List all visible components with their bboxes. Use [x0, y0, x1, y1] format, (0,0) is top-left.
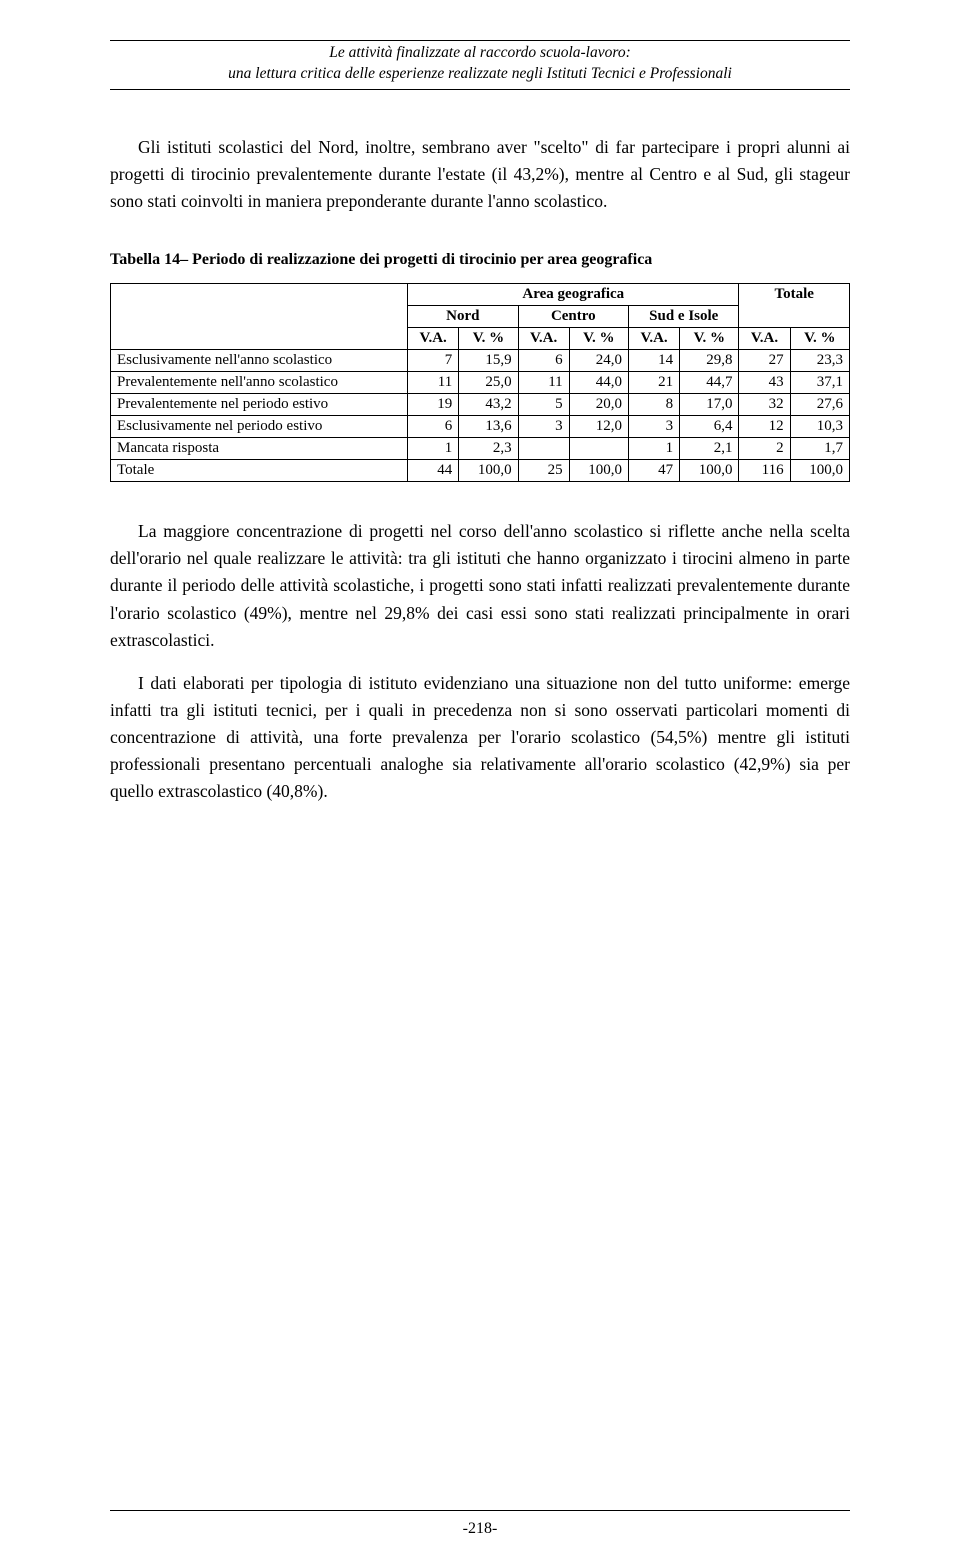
paragraph-3: I dati elaborati per tipologia di istitu…	[110, 670, 850, 806]
table-row: Prevalentemente nell'anno scolastico 11 …	[111, 372, 850, 394]
table-corner-blank	[111, 284, 408, 350]
cell: 44,7	[680, 372, 739, 394]
col-label: V. %	[680, 328, 739, 350]
table-row: Esclusivamente nel periodo estivo 6 13,6…	[111, 416, 850, 438]
cell: 12,0	[569, 416, 628, 438]
cell: 37,1	[790, 372, 849, 394]
col-label: V.A.	[739, 328, 790, 350]
table-row: Mancata risposta 1 2,3 1 2,1 2 1,7	[111, 438, 850, 460]
cell: 6	[408, 416, 459, 438]
cell: 2,3	[459, 438, 518, 460]
data-table: Area geografica Totale Nord Centro Sud e…	[110, 283, 850, 482]
cell: 24,0	[569, 350, 628, 372]
cell: 44	[408, 460, 459, 482]
cell: 100,0	[569, 460, 628, 482]
cell: 29,8	[680, 350, 739, 372]
row-label: Prevalentemente nel periodo estivo	[111, 394, 408, 416]
cell: 100,0	[680, 460, 739, 482]
col-label: V. %	[459, 328, 518, 350]
row-label: Esclusivamente nell'anno scolastico	[111, 350, 408, 372]
header-rule-bottom	[110, 89, 850, 90]
row-label: Prevalentemente nell'anno scolastico	[111, 372, 408, 394]
cell: 23,3	[790, 350, 849, 372]
cell: 1,7	[790, 438, 849, 460]
table-subheader-nord: Nord	[408, 306, 518, 328]
cell: 15,9	[459, 350, 518, 372]
table-caption: Tabella 14– Periodo di realizzazione dei…	[110, 251, 850, 269]
header-line-2: una lettura critica delle esperienze rea…	[228, 65, 732, 82]
table-header-row-1: Area geografica Totale	[111, 284, 850, 306]
table-totale-header: Totale	[739, 284, 850, 328]
header-line-1: Le attività finalizzate al raccordo scuo…	[329, 44, 631, 61]
cell: 27	[739, 350, 790, 372]
row-label: Esclusivamente nel periodo estivo	[111, 416, 408, 438]
row-label: Mancata risposta	[111, 438, 408, 460]
cell: 1	[408, 438, 459, 460]
cell: 11	[408, 372, 459, 394]
table-body: Esclusivamente nell'anno scolastico 7 15…	[111, 350, 850, 482]
table-subheader-centro: Centro	[518, 306, 628, 328]
cell	[569, 438, 628, 460]
cell: 13,6	[459, 416, 518, 438]
cell: 27,6	[790, 394, 849, 416]
col-label: V.A.	[408, 328, 459, 350]
footer-rule	[110, 1510, 850, 1511]
cell: 20,0	[569, 394, 628, 416]
cell: 3	[518, 416, 569, 438]
col-label: V.A.	[518, 328, 569, 350]
cell: 44,0	[569, 372, 628, 394]
cell: 25	[518, 460, 569, 482]
cell: 5	[518, 394, 569, 416]
paragraph-2: La maggiore concentrazione di progetti n…	[110, 518, 850, 654]
cell: 3	[629, 416, 680, 438]
table-row: Totale 44 100,0 25 100,0 47 100,0 116 10…	[111, 460, 850, 482]
header-rule-top	[110, 40, 850, 41]
cell: 6	[518, 350, 569, 372]
cell: 47	[629, 460, 680, 482]
cell: 1	[629, 438, 680, 460]
table-subheader-sud: Sud e Isole	[629, 306, 739, 328]
cell: 43,2	[459, 394, 518, 416]
cell: 2,1	[680, 438, 739, 460]
page-number: -218-	[0, 1520, 960, 1538]
col-label: V. %	[790, 328, 849, 350]
cell: 12	[739, 416, 790, 438]
cell: 7	[408, 350, 459, 372]
cell: 6,4	[680, 416, 739, 438]
page: Le attività finalizzate al raccordo scuo…	[0, 0, 960, 1566]
table-row: Esclusivamente nell'anno scolastico 7 15…	[111, 350, 850, 372]
running-header: Le attività finalizzate al raccordo scuo…	[110, 43, 850, 85]
cell: 11	[518, 372, 569, 394]
cell: 21	[629, 372, 680, 394]
row-label: Totale	[111, 460, 408, 482]
cell: 25,0	[459, 372, 518, 394]
cell: 19	[408, 394, 459, 416]
cell	[518, 438, 569, 460]
cell: 116	[739, 460, 790, 482]
cell: 32	[739, 394, 790, 416]
cell: 2	[739, 438, 790, 460]
cell: 100,0	[790, 460, 849, 482]
col-label: V.A.	[629, 328, 680, 350]
table-group-header: Area geografica	[408, 284, 739, 306]
cell: 43	[739, 372, 790, 394]
cell: 10,3	[790, 416, 849, 438]
cell: 14	[629, 350, 680, 372]
table-row: Prevalentemente nel periodo estivo 19 43…	[111, 394, 850, 416]
cell: 8	[629, 394, 680, 416]
cell: 100,0	[459, 460, 518, 482]
col-label: V. %	[569, 328, 628, 350]
cell: 17,0	[680, 394, 739, 416]
paragraph-1: Gli istituti scolastici del Nord, inoltr…	[110, 134, 850, 215]
